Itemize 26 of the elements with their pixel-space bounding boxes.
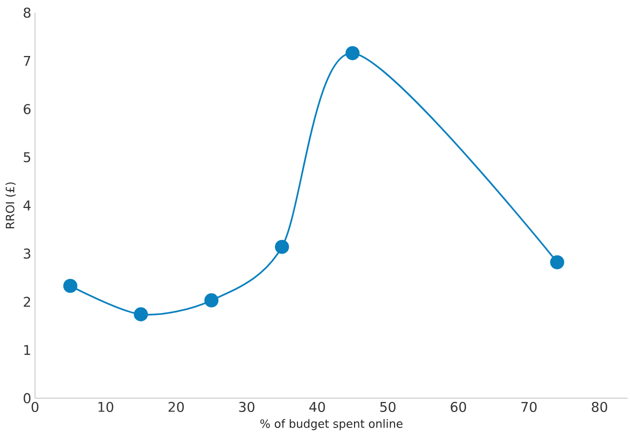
- x-tick-label: 70: [521, 402, 537, 412]
- y-tick-label: 7: [24, 56, 30, 66]
- point: [345, 46, 360, 60]
- x-axis-title: % of budget spent online: [260, 419, 402, 430]
- x-tick-label: 50: [380, 402, 396, 412]
- y-axis-title: RROI (£): [6, 182, 16, 228]
- y-tick-label: 4: [23, 200, 31, 210]
- y-tick-label: 6: [24, 104, 31, 114]
- point: [204, 293, 218, 308]
- x-tick-label: 80: [592, 402, 608, 412]
- x-tick-label: 10: [98, 402, 114, 412]
- point: [274, 240, 290, 254]
- y-tick-label: 5: [24, 152, 30, 162]
- y-tick-label: 2: [24, 296, 30, 307]
- y-tick-label: 0: [24, 393, 30, 404]
- x-tick-label: 60: [450, 402, 466, 412]
- point: [63, 278, 78, 294]
- x-tick-label: 40: [309, 402, 325, 412]
- y-tick-label: 1: [24, 345, 30, 356]
- point: [550, 255, 564, 270]
- x-tick-label: 0: [32, 402, 38, 412]
- x-tick-label: 30: [239, 402, 254, 412]
- x-tick-label: 20: [168, 402, 184, 412]
- y-tick-label: 8: [24, 8, 30, 18]
- point: [134, 307, 148, 322]
- y-tick-label: 3: [24, 248, 30, 259]
